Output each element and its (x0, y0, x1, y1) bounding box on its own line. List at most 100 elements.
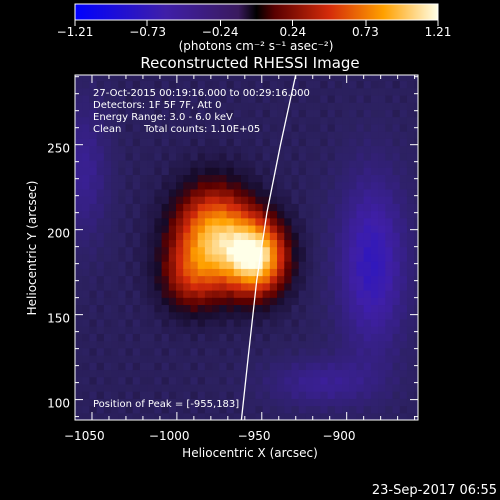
heatmap-cell (320, 159, 329, 168)
heatmap-cell (284, 376, 293, 385)
heatmap-cell (111, 94, 119, 103)
heatmap-cell (334, 369, 343, 378)
heatmap-cell (183, 297, 192, 306)
heatmap-cell (313, 304, 321, 313)
heatmap-cell (370, 152, 379, 161)
heatmap-cell (219, 167, 228, 176)
heatmap-cell (176, 326, 184, 334)
heatmap-cell (233, 311, 242, 320)
heatmap-cell (139, 123, 148, 132)
heatmap-cell (255, 232, 264, 241)
heatmap-cell (342, 398, 350, 407)
heatmap-cell (269, 398, 278, 407)
heatmap-cell (183, 333, 192, 342)
heatmap-cell (313, 232, 321, 241)
heatmap-cell (342, 102, 350, 111)
heatmap-cell (248, 217, 257, 226)
heatmap-cell (248, 159, 257, 168)
heatmap-cell (176, 152, 184, 161)
heatmap-cell (75, 232, 83, 241)
heatmap-cell (363, 246, 372, 255)
heatmap-cell (414, 405, 418, 414)
heatmap-cell (240, 311, 249, 320)
heatmap-cell (298, 131, 307, 139)
heatmap-cell (111, 311, 119, 320)
heatmap-cell (334, 131, 343, 139)
heatmap-cell (406, 174, 415, 183)
heatmap-cell (96, 326, 105, 334)
heatmap-cell (212, 145, 220, 154)
heatmap-cell (204, 362, 213, 371)
colorbar-tick-label: −0.24 (202, 25, 239, 39)
heatmap-cell (226, 75, 235, 82)
heatmap-cell (284, 391, 293, 399)
heatmap-cell (111, 405, 119, 414)
heatmap-cell (82, 152, 91, 161)
heatmap-cell (327, 340, 336, 349)
heatmap-cell (168, 304, 177, 313)
heatmap-cell (111, 80, 119, 89)
heatmap-cell (219, 232, 228, 241)
heatmap-cell (291, 174, 300, 183)
heatmap-cell (349, 318, 358, 327)
heatmap-cell (168, 203, 177, 212)
heatmap-cell (118, 109, 127, 118)
heatmap-cell (96, 362, 105, 371)
heatmap-cell (96, 75, 105, 82)
heatmap-cell (161, 318, 170, 327)
heatmap-cell (320, 224, 329, 233)
heatmap-cell (82, 398, 91, 407)
heatmap-cell (233, 369, 242, 378)
heatmap-cell (176, 167, 184, 176)
heatmap-cell (132, 347, 141, 356)
heatmap-cell (103, 261, 112, 269)
heatmap-cell (219, 347, 228, 356)
heatmap-cell (212, 405, 220, 414)
heatmap-cell (96, 109, 105, 118)
heatmap-cell (103, 405, 112, 414)
heatmap-cell (75, 340, 83, 349)
heatmap-cell (349, 333, 358, 342)
heatmap-cell (161, 376, 170, 385)
heatmap-cell (219, 145, 228, 154)
heatmap-cell (385, 196, 394, 204)
heatmap-cell (378, 246, 386, 255)
heatmap-cell (378, 347, 386, 356)
heatmap-cell (89, 369, 98, 378)
heatmap-cell (313, 109, 321, 118)
heatmap-cell (161, 109, 170, 118)
heatmap-cell (342, 354, 350, 363)
heatmap-cell (320, 138, 329, 147)
heatmap-cell (139, 333, 148, 342)
heatmap-cell (197, 224, 206, 233)
heatmap-cell (204, 405, 213, 414)
heatmap-cell (226, 159, 235, 168)
heatmap-cell (320, 75, 329, 82)
heatmap-cell (291, 131, 300, 139)
heatmap-cell (414, 398, 418, 407)
heatmap-cell (147, 87, 155, 96)
heatmap-cell (147, 94, 155, 103)
heatmap-cell (183, 318, 192, 327)
heatmap-cell (103, 268, 112, 277)
heatmap-cell (212, 94, 220, 103)
heatmap-cell (320, 210, 329, 219)
heatmap-cell (334, 87, 343, 96)
heatmap-cell (96, 167, 105, 176)
heatmap-cell (269, 318, 278, 327)
heatmap-cell (363, 232, 372, 241)
heatmap-cell (118, 304, 127, 313)
heatmap-cell (96, 232, 105, 241)
heatmap-cell (139, 80, 148, 89)
heatmap-cell (342, 224, 350, 233)
heatmap-cell (183, 109, 192, 118)
heatmap-cell (342, 75, 350, 82)
heatmap-cell (392, 261, 401, 269)
heatmap-cell (161, 131, 170, 139)
heatmap-cell (342, 246, 350, 255)
heatmap-cell (370, 232, 379, 241)
heatmap-cell (212, 253, 220, 262)
heatmap-cell (385, 239, 394, 248)
heatmap-cell (161, 232, 170, 241)
heatmap-cell (82, 304, 91, 313)
